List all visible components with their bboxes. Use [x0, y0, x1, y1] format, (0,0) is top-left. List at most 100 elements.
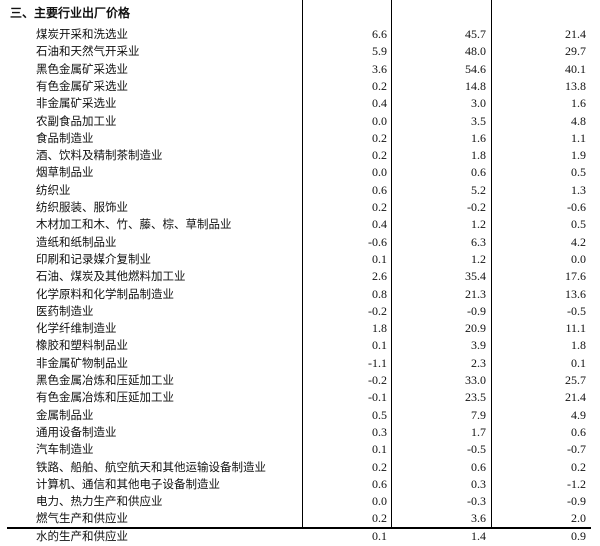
industry-name: 汽车制造业: [36, 442, 94, 457]
value-cell-1: 0.2: [372, 78, 387, 93]
value-cell-2: 1.8: [471, 148, 486, 163]
table-row: 燃气生产和供应业 0.2 3.6 2.0: [0, 510, 600, 528]
value-cell-1: 1.8: [372, 321, 387, 336]
table-row: 橡胶和塑料制品业 0.1 3.9 1.8: [0, 337, 600, 355]
value-cell-2: 3.0: [471, 96, 486, 111]
table-row: 石油、煤炭及其他燃料加工业 2.6 35.4 17.6: [0, 268, 600, 286]
industry-name: 金属制品业: [36, 407, 94, 422]
industry-name: 酒、饮料及精制茶制造业: [36, 148, 163, 163]
value-cell-1: 0.4: [372, 96, 387, 111]
industry-name: 食品制造业: [36, 130, 94, 145]
value-cell-3: 17.6: [565, 269, 586, 284]
value-cell-1: 0.8: [372, 286, 387, 301]
table-row: 化学纤维制造业 1.8 20.9 11.1: [0, 320, 600, 338]
value-cell-1: -0.6: [368, 234, 387, 249]
industry-name: 纺织业: [36, 182, 71, 197]
value-cell-2: 0.6: [471, 459, 486, 474]
value-cell-3: 21.4: [565, 27, 586, 41]
industry-name: 造纸和纸制品业: [36, 234, 117, 249]
table-row: 烟草制品业 0.0 0.6 0.5: [0, 164, 600, 182]
value-cell-1: 2.6: [372, 269, 387, 284]
table-row: 有色金属冶炼和压延加工业 -0.1 23.5 21.4: [0, 389, 600, 407]
value-cell-3: 4.8: [571, 113, 586, 128]
table-row: 汽车制造业 0.1 -0.5 -0.7: [0, 441, 600, 459]
industry-name: 医药制造业: [36, 303, 94, 318]
table-row: 石油和天然气开采业 5.9 48.0 29.7: [0, 43, 600, 61]
value-cell-1: 0.1: [372, 251, 387, 266]
table-row: 非金属矿采选业 0.4 3.0 1.6: [0, 95, 600, 113]
value-cell-3: -0.7: [567, 442, 586, 457]
value-cell-1: 5.9: [372, 44, 387, 59]
value-cell-3: 13.6: [565, 286, 586, 301]
value-cell-3: 0.6: [571, 424, 586, 439]
table-row: 煤炭开采和洗选业 6.6 45.7 21.4: [0, 26, 600, 44]
value-cell-2: 48.0: [465, 44, 486, 59]
value-cell-3: 0.5: [571, 217, 586, 232]
value-cell-2: 35.4: [465, 269, 486, 284]
industry-name: 煤炭开采和洗选业: [36, 27, 128, 41]
industry-name: 橡胶和塑料制品业: [36, 338, 128, 353]
value-cell-2: 14.8: [465, 78, 486, 93]
column-divider: [391, 0, 392, 528]
value-cell-2: 6.3: [471, 234, 486, 249]
industry-name: 化学原料和化学制品制造业: [36, 286, 174, 301]
value-cell-1: 0.1: [372, 338, 387, 353]
value-cell-2: 2.3: [471, 355, 486, 370]
value-cell-2: 21.3: [465, 286, 486, 301]
industry-name: 燃气生产和供应业: [36, 511, 128, 526]
value-cell-1: -0.2: [368, 303, 387, 318]
value-cell-3: 0.2: [571, 459, 586, 474]
value-cell-1: 0.3: [372, 424, 387, 439]
value-cell-1: 0.5: [372, 407, 387, 422]
value-cell-2: 3.6: [471, 511, 486, 526]
industry-name: 黑色金属矿采选业: [36, 61, 128, 76]
value-cell-1: 3.6: [372, 61, 387, 76]
value-cell-3: 2.0: [571, 511, 586, 526]
table-row: 黑色金属冶炼和压延加工业 -0.2 33.0 25.7: [0, 372, 600, 390]
table-row: 医药制造业 -0.2 -0.9 -0.5: [0, 303, 600, 321]
column-divider: [302, 0, 303, 528]
industry-name: 有色金属冶炼和压延加工业: [36, 390, 174, 405]
value-cell-2: -0.9: [467, 303, 486, 318]
value-cell-1: 0.0: [372, 113, 387, 128]
section-header-row: 三、主要行业出厂价格: [0, 5, 600, 23]
value-cell-1: 0.6: [372, 476, 387, 491]
column-divider: [491, 0, 492, 528]
value-cell-3: 1.1: [571, 130, 586, 145]
table-row: 通用设备制造业 0.3 1.7 0.6: [0, 424, 600, 442]
value-cell-1: -1.1: [368, 355, 387, 370]
section-title: 三、主要行业出厂价格: [10, 6, 131, 20]
value-cell-2: -0.5: [467, 442, 486, 457]
value-cell-3: 21.4: [565, 390, 586, 405]
industry-name: 石油和天然气开采业: [36, 44, 140, 59]
value-cell-3: 0.0: [571, 251, 586, 266]
table-row: 黑色金属矿采选业 3.6 54.6 40.1: [0, 61, 600, 79]
value-cell-2: 54.6: [465, 61, 486, 76]
table-row: 农副食品加工业 0.0 3.5 4.8: [0, 113, 600, 131]
table-row: 纺织服装、服饰业 0.2 -0.2 -0.6: [0, 199, 600, 217]
table-row: 造纸和纸制品业 -0.6 6.3 4.2: [0, 234, 600, 252]
value-cell-1: 0.2: [372, 511, 387, 526]
value-cell-3: -0.9: [567, 494, 586, 509]
industry-name: 烟草制品业: [36, 165, 94, 180]
table-row: 酒、饮料及精制茶制造业 0.2 1.8 1.9: [0, 147, 600, 165]
value-cell-2: 7.9: [471, 407, 486, 422]
value-cell-1: 0.2: [372, 130, 387, 145]
industry-name: 木材加工和木、竹、藤、棕、草制品业: [36, 217, 232, 232]
value-cell-3: 0.5: [571, 165, 586, 180]
value-cell-2: 1.6: [471, 130, 486, 145]
value-cell-2: 45.7: [465, 27, 486, 41]
value-cell-3: -0.6: [567, 200, 586, 214]
industry-name: 非金属矿采选业: [36, 96, 117, 111]
value-cell-1: 0.2: [372, 200, 387, 214]
value-cell-2: 33.0: [465, 373, 486, 387]
value-cell-3: 11.1: [565, 321, 586, 336]
value-cell-3: 1.9: [571, 148, 586, 163]
table-row: 化学原料和化学制品制造业 0.8 21.3 13.6: [0, 286, 600, 304]
industry-name: 非金属矿物制品业: [36, 355, 128, 370]
value-cell-2: 1.7: [471, 424, 486, 439]
table-row: 纺织业 0.6 5.2 1.3: [0, 182, 600, 200]
value-cell-1: 0.1: [372, 442, 387, 457]
value-cell-1: 0.2: [372, 148, 387, 163]
table-row: 印刷和记录媒介复制业 0.1 1.2 0.0: [0, 251, 600, 269]
